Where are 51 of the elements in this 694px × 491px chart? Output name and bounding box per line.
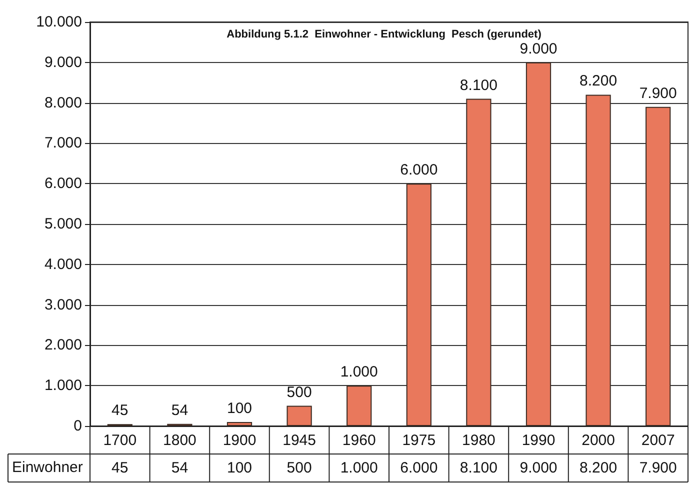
data-label: 8.200 xyxy=(580,460,618,476)
text: Abbildung 5.1.2 Einwohner - Entwicklung Pesch (gerundet) xyxy=(226,28,542,40)
bar xyxy=(586,94,611,426)
x-tick-label: 1990 xyxy=(522,432,556,449)
data-label: 100 xyxy=(226,460,252,476)
text: 8.200 xyxy=(580,72,618,90)
text: 45 xyxy=(112,402,128,420)
data-label: 9.000 xyxy=(520,460,558,476)
y-tick-label: 10.000 xyxy=(36,14,82,30)
bar xyxy=(466,98,492,426)
y-tick-label: 2.000 xyxy=(44,336,82,354)
x-tick-label: 2007 xyxy=(641,432,675,449)
text: 9.000 xyxy=(520,40,558,58)
x-tick-label: 1700 xyxy=(103,432,137,449)
y-tick-label: 9.000 xyxy=(44,54,82,71)
x-tick-label: 1900 xyxy=(222,432,256,449)
y-tick-label: 0 xyxy=(74,418,82,434)
y-tick-label: 8.000 xyxy=(44,94,82,112)
x-tick-label: 1800 xyxy=(163,432,196,449)
data-label: 54 xyxy=(171,460,188,476)
text: 7.900 xyxy=(639,84,677,102)
bar xyxy=(286,406,312,426)
y-tick-label: 6.000 xyxy=(44,175,82,192)
data-label: 8.100 xyxy=(460,460,498,476)
bar xyxy=(406,184,432,426)
y-tick-label: 7.000 xyxy=(44,134,82,152)
data-label: 6.000 xyxy=(400,460,438,476)
text: 6.000 xyxy=(400,162,438,179)
x-tick-label: 1960 xyxy=(342,432,376,449)
bar xyxy=(646,106,671,426)
y-tick-label: 5.000 xyxy=(44,216,82,232)
text: 8.100 xyxy=(460,76,498,94)
bar xyxy=(226,422,252,426)
y-tick-label: 4.000 xyxy=(44,256,82,273)
x-tick-label: 1975 xyxy=(402,432,436,449)
data-label: 500 xyxy=(286,460,312,476)
x-tick-label: 1945 xyxy=(282,432,316,449)
y-tick-label: 3.000 xyxy=(44,296,82,314)
text: Einwohner xyxy=(12,459,83,476)
bar xyxy=(346,386,372,426)
text: 500 xyxy=(286,384,312,401)
text: 100 xyxy=(226,400,252,417)
text: 1.000 xyxy=(340,364,378,381)
x-tick-label: 1980 xyxy=(462,432,496,449)
data-label: 45 xyxy=(112,460,128,476)
data-label: 7.900 xyxy=(639,460,677,476)
text: 54 xyxy=(171,402,188,419)
y-tick-label: 1.000 xyxy=(44,377,82,394)
bar xyxy=(526,62,552,426)
x-tick-label: 2000 xyxy=(582,432,615,449)
data-label: 1.000 xyxy=(340,460,378,476)
